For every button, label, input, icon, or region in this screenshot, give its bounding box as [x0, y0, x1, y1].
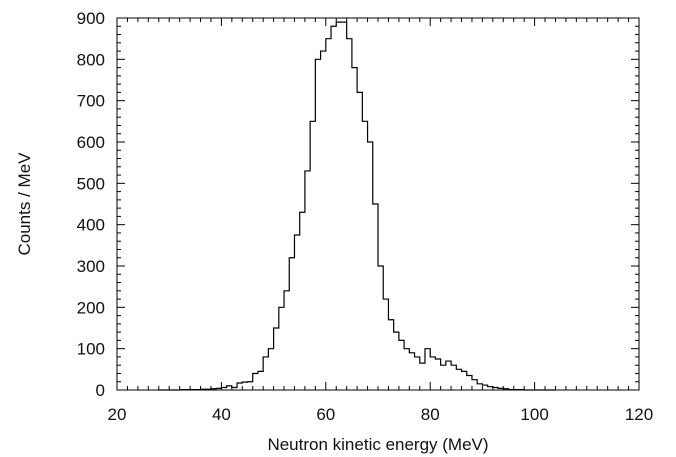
- x-tick-label: 120: [625, 405, 653, 424]
- tick-labels: 20 40 60 80 100 120 0 100 200 300 400 500 600 700 800 9…: [77, 9, 654, 424]
- x-tick-label: 80: [421, 405, 440, 424]
- y-tick-label: 800: [77, 50, 105, 69]
- y-tick-label: 700: [77, 92, 105, 111]
- x-axis-label: Neutron kinetic energy (MeV): [267, 435, 488, 454]
- y-tick-label: 500: [77, 174, 105, 193]
- histogram-series: [158, 21, 556, 391]
- x-tick-label: 40: [212, 405, 231, 424]
- ticks: [116, 17, 640, 391]
- x-tick-label: 20: [108, 405, 127, 424]
- y-axis-label: Counts / MeV: [15, 152, 34, 256]
- y-tick-label: 100: [77, 340, 105, 359]
- y-tick-label: 300: [77, 257, 105, 276]
- y-tick-label: 200: [77, 298, 105, 317]
- y-tick-label: 400: [77, 216, 105, 235]
- y-tick-label: 600: [77, 133, 105, 152]
- x-tick-label: 60: [316, 405, 335, 424]
- y-tick-label: 0: [96, 381, 105, 400]
- x-tick-label: 100: [520, 405, 548, 424]
- y-tick-label: 900: [77, 9, 105, 28]
